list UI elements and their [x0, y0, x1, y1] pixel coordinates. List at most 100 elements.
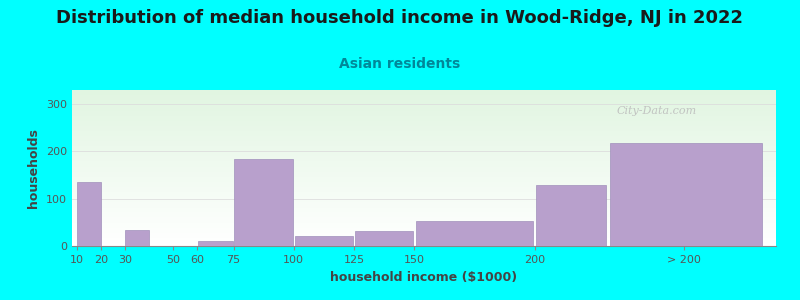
Bar: [72, 212, 776, 213]
Bar: [72, 132, 776, 133]
Bar: [72, 157, 776, 158]
Bar: [72, 113, 776, 114]
Bar: [72, 195, 776, 196]
Bar: [72, 228, 776, 229]
Bar: [72, 102, 776, 103]
Bar: [234, 158, 293, 246]
Bar: [72, 139, 776, 140]
Bar: [72, 231, 776, 232]
Bar: [72, 244, 776, 245]
Bar: [72, 218, 776, 219]
Bar: [72, 104, 776, 105]
Bar: [72, 229, 776, 230]
Bar: [72, 192, 776, 193]
Bar: [72, 115, 776, 116]
Bar: [72, 147, 776, 148]
Bar: [72, 181, 776, 182]
Bar: [72, 243, 776, 244]
Bar: [72, 108, 776, 109]
Bar: [72, 148, 776, 149]
Bar: [72, 189, 776, 190]
Bar: [72, 129, 776, 130]
Bar: [72, 193, 776, 194]
Bar: [72, 162, 776, 163]
Bar: [72, 213, 776, 214]
Bar: [72, 167, 776, 168]
Bar: [72, 197, 776, 198]
Bar: [72, 150, 776, 151]
Bar: [72, 163, 776, 164]
Bar: [72, 178, 776, 179]
Bar: [72, 97, 776, 98]
Bar: [72, 125, 776, 126]
Bar: [72, 164, 776, 165]
Bar: [72, 205, 776, 206]
Bar: [72, 138, 776, 139]
Bar: [72, 156, 776, 157]
Text: Distribution of median household income in Wood-Ridge, NJ in 2022: Distribution of median household income …: [57, 9, 743, 27]
Bar: [72, 146, 776, 147]
Bar: [72, 155, 776, 156]
Bar: [72, 160, 776, 161]
Bar: [72, 131, 776, 132]
Bar: [536, 184, 606, 246]
Bar: [72, 149, 776, 150]
Bar: [72, 135, 776, 136]
Bar: [72, 227, 776, 228]
Bar: [72, 141, 776, 142]
Bar: [72, 118, 776, 119]
Bar: [72, 225, 776, 226]
Bar: [416, 221, 533, 246]
Bar: [72, 173, 776, 174]
Bar: [72, 226, 776, 227]
Bar: [355, 231, 414, 246]
Bar: [198, 241, 233, 246]
Bar: [72, 233, 776, 234]
Bar: [72, 230, 776, 231]
Bar: [72, 111, 776, 112]
Bar: [72, 110, 776, 111]
Bar: [72, 188, 776, 189]
Bar: [72, 208, 776, 209]
Bar: [72, 219, 776, 220]
Bar: [72, 100, 776, 101]
Bar: [72, 119, 776, 120]
Bar: [72, 144, 776, 145]
Bar: [72, 200, 776, 201]
Bar: [72, 172, 776, 173]
Bar: [72, 236, 776, 237]
Bar: [72, 224, 776, 225]
Bar: [72, 159, 776, 160]
Bar: [72, 222, 776, 223]
Bar: [72, 103, 776, 104]
Bar: [72, 93, 776, 94]
Bar: [72, 203, 776, 204]
Bar: [72, 194, 776, 195]
Bar: [72, 168, 776, 169]
Bar: [72, 169, 776, 170]
Bar: [72, 123, 776, 124]
Bar: [72, 121, 776, 122]
Y-axis label: households: households: [27, 128, 41, 208]
Bar: [72, 175, 776, 176]
Bar: [72, 117, 776, 118]
Bar: [72, 237, 776, 238]
Bar: [72, 220, 776, 221]
Bar: [72, 128, 776, 129]
Text: Asian residents: Asian residents: [339, 57, 461, 71]
Bar: [72, 174, 776, 175]
Bar: [72, 120, 776, 121]
Bar: [72, 165, 776, 166]
Bar: [72, 187, 776, 188]
X-axis label: household income ($1000): household income ($1000): [330, 271, 518, 284]
Bar: [72, 223, 776, 224]
Bar: [72, 152, 776, 153]
Bar: [72, 242, 776, 243]
Bar: [72, 92, 776, 93]
Bar: [72, 95, 776, 96]
Bar: [72, 136, 776, 137]
Bar: [72, 184, 776, 185]
Bar: [72, 206, 776, 207]
Bar: [72, 232, 776, 233]
Bar: [72, 101, 776, 102]
